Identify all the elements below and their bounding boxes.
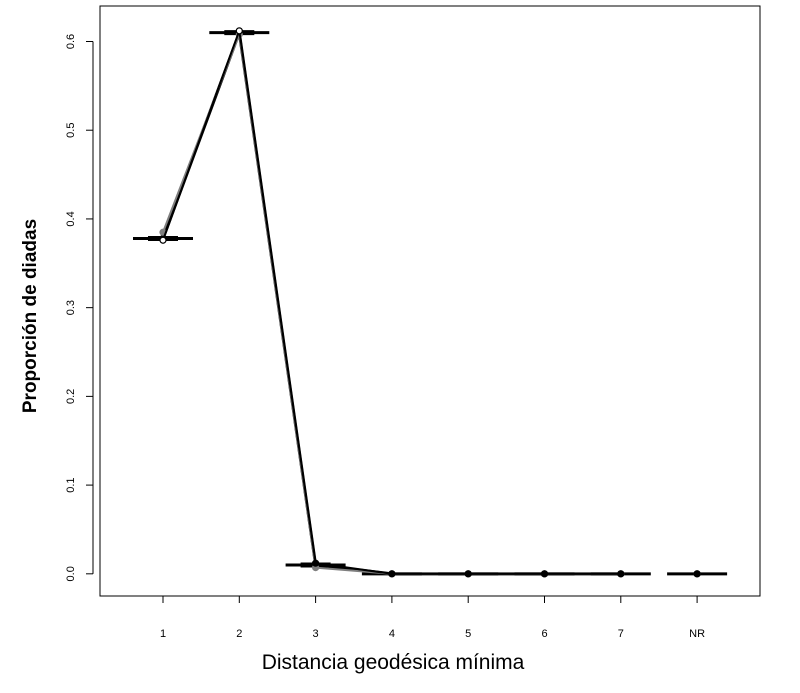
x-axis-title: Distancia geodésica mínima (262, 651, 525, 674)
y-tick-label: 0.2 (65, 389, 77, 404)
x-tick-label: 7 (618, 628, 624, 640)
x-tick-label: 1 (160, 628, 166, 640)
data-point (235, 27, 243, 35)
y-axis: 0.0 0.1 0.2 0.3 0.4 0.5 0.6 (65, 34, 94, 581)
x-tick-label: 2 (236, 628, 242, 640)
plot-frame (99, 5, 761, 597)
data-point (693, 570, 701, 578)
x-tick-label: NR (689, 628, 705, 640)
series-line (162, 29, 621, 575)
series-line (161, 31, 621, 576)
reference-segments (133, 30, 728, 576)
data-point (388, 570, 396, 578)
data-point (617, 570, 625, 578)
x-tick-label: 5 (465, 628, 471, 640)
y-tick-label: 0.4 (65, 211, 77, 226)
data-point (159, 236, 167, 244)
y-tick-label: 0.5 (65, 123, 77, 138)
series-layer (159, 27, 701, 578)
x-axis: 1 2 3 4 5 6 7 NR (160, 595, 705, 640)
x-tick-label: 3 (313, 628, 319, 640)
data-point (540, 570, 549, 578)
data-point (312, 559, 320, 567)
series-line (162, 33, 621, 575)
y-tick-label: 0.1 (65, 477, 77, 492)
y-tick-label: 0.6 (65, 34, 77, 49)
x-tick-label: 4 (389, 628, 395, 640)
y-tick-label: 0.3 (65, 300, 77, 315)
data-point (464, 570, 472, 578)
y-tick-label: 0.0 (65, 566, 77, 581)
x-tick-label: 6 (541, 628, 547, 640)
y-axis-title: Proporción de diadas (20, 219, 41, 413)
